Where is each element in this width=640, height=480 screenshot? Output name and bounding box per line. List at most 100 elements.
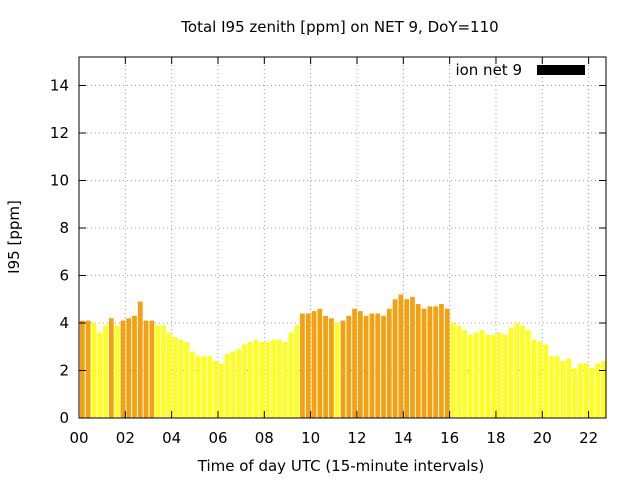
bar [398, 294, 404, 418]
bar [346, 315, 352, 418]
bar [207, 356, 213, 418]
bar [531, 339, 537, 418]
x-tick-label: 12 [347, 429, 366, 447]
y-tick-label: 2 [59, 362, 69, 380]
bar [103, 325, 108, 418]
x-tick-label: 00 [69, 429, 88, 447]
bar [589, 368, 595, 418]
bar [213, 361, 218, 418]
plot-frame [78, 56, 607, 419]
bar [560, 361, 566, 418]
bar [178, 339, 184, 418]
bar [549, 356, 554, 418]
bar [340, 320, 346, 418]
y-tick-label: 12 [50, 124, 69, 142]
legend-label: ion net 9 [455, 61, 522, 79]
x-tick-label: 20 [533, 429, 552, 447]
bar [421, 308, 427, 418]
x-tick-label: 02 [116, 429, 135, 447]
bar [473, 332, 479, 418]
y-axis-ticks: 0 2 4 6 8 10 12 14 [50, 77, 606, 427]
x-tick-label: 18 [486, 429, 505, 447]
y-tick-label: 4 [59, 314, 69, 332]
bar [259, 342, 265, 418]
legend-swatch [537, 65, 585, 75]
bar [236, 349, 242, 418]
bar [132, 315, 137, 418]
bar [155, 325, 161, 418]
bar [120, 320, 126, 418]
bar [184, 342, 189, 418]
bar [415, 304, 421, 418]
x-tick-label: 10 [301, 429, 320, 447]
bar [126, 318, 132, 418]
y-tick-label: 10 [50, 172, 69, 190]
bar [352, 308, 357, 418]
bar [300, 313, 305, 418]
bar [143, 320, 149, 418]
bar [253, 339, 259, 418]
bar [201, 356, 207, 418]
y-tick-label: 8 [59, 219, 69, 237]
bar [456, 325, 462, 418]
x-axis-ticks: 00 02 04 06 08 10 12 14 16 18 20 22 [69, 57, 598, 447]
bar [514, 323, 520, 418]
grid [79, 57, 606, 418]
bar [242, 344, 247, 418]
bar [230, 351, 236, 418]
bar [537, 342, 543, 418]
bar [334, 323, 340, 418]
bar [502, 334, 508, 418]
bar [508, 327, 514, 418]
bar [85, 320, 91, 418]
bar [317, 308, 323, 418]
bar [149, 320, 155, 418]
bar [166, 332, 172, 418]
bar [323, 315, 328, 418]
bar [468, 334, 473, 418]
y-tick-label: 0 [59, 409, 69, 427]
bar [375, 313, 381, 418]
x-tick-label: 08 [255, 429, 274, 447]
bar [410, 296, 415, 418]
bar [386, 308, 392, 418]
bar [578, 363, 583, 418]
x-tick-label: 04 [162, 429, 181, 447]
bar [433, 306, 439, 418]
bar [282, 342, 288, 418]
x-tick-label: 22 [579, 429, 598, 447]
bar [114, 325, 120, 418]
bar [485, 334, 491, 418]
bar [601, 361, 606, 418]
bar [80, 320, 85, 418]
bar [404, 299, 410, 418]
bar [108, 318, 114, 418]
legend: ion net 9 [455, 61, 585, 79]
bar [311, 311, 317, 418]
bar [520, 325, 525, 418]
bar [265, 342, 271, 418]
bar [439, 304, 444, 418]
bar [190, 351, 195, 418]
bar [525, 330, 531, 418]
bar [543, 344, 549, 418]
bar [271, 339, 276, 418]
bar [161, 325, 166, 418]
bar [195, 356, 201, 418]
bar [357, 311, 363, 418]
bar [566, 358, 572, 418]
bar [91, 323, 97, 418]
bar [247, 342, 253, 418]
x-axis-label: Time of day UTC (15-minute intervals) [197, 457, 484, 475]
bar [294, 325, 300, 418]
bar [97, 332, 103, 418]
bar [276, 339, 282, 418]
bar [444, 308, 450, 418]
bar [363, 315, 369, 418]
bar [369, 313, 375, 418]
bar [554, 356, 560, 418]
bar [288, 332, 294, 418]
bar [462, 330, 467, 418]
bar [583, 363, 589, 418]
bar [572, 368, 578, 418]
